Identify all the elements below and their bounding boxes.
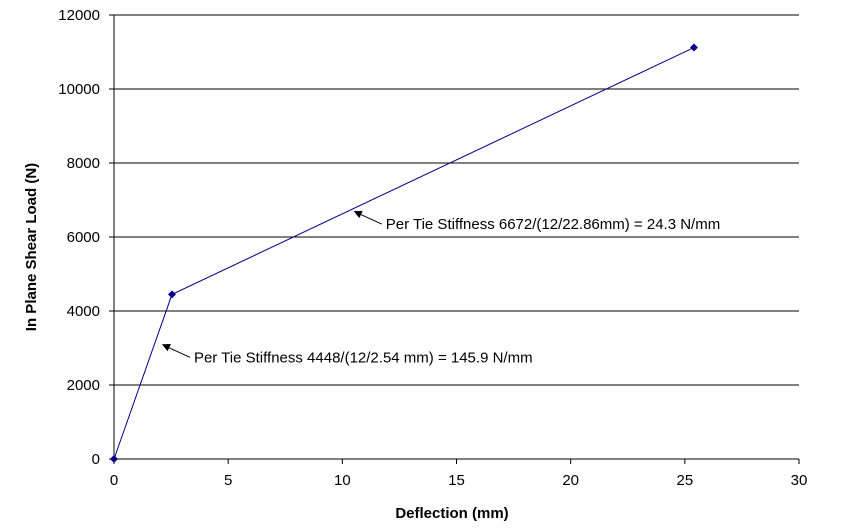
annotation-arrow-line	[359, 213, 382, 225]
y-axis-title: In Plane Shear Load (N)	[23, 163, 40, 331]
annotations: Per Tie Stiffness 4448/(12/2.54 mm) = 14…	[161, 210, 720, 366]
x-tick-label: 0	[110, 472, 118, 489]
y-tick-label: 6000	[67, 229, 100, 246]
series-line	[113, 47, 695, 460]
annotation-arrowhead	[353, 210, 363, 219]
annotation-arrowhead	[161, 344, 171, 352]
annotation-arrow-line	[167, 346, 191, 358]
y-tick-label: 0	[92, 451, 100, 468]
annotation-label: Per Tie Stiffness 6672/(12/22.86mm) = 24…	[386, 216, 720, 233]
x-tick-label: 5	[224, 472, 232, 489]
x-axis-title: Deflection (mm)	[395, 505, 508, 522]
y-tick-label: 4000	[67, 303, 100, 320]
data-point	[689, 43, 698, 52]
gridlines	[109, 14, 800, 464]
x-tick-label: 30	[791, 472, 808, 489]
y-tick-label: 2000	[67, 377, 100, 394]
y-tick-label: 12000	[58, 7, 100, 24]
axes	[113, 15, 799, 460]
y-tick-labels: 0 2000 4000 6000 8000 10000 12000	[58, 7, 100, 468]
x-tick-label: 25	[676, 472, 693, 489]
data-point	[167, 290, 176, 299]
x-tick-label: 20	[562, 472, 579, 489]
x-tick-labels: 0 5 10 15 20 25 30	[110, 472, 808, 489]
annotation-label: Per Tie Stiffness 4448/(12/2.54 mm) = 14…	[194, 349, 533, 366]
x-tick-label: 10	[334, 472, 351, 489]
data-point	[110, 455, 118, 463]
y-tick-label: 8000	[67, 155, 100, 172]
x-tick-label: 15	[448, 472, 465, 489]
series	[110, 43, 698, 463]
y-tick-label: 10000	[58, 81, 100, 98]
